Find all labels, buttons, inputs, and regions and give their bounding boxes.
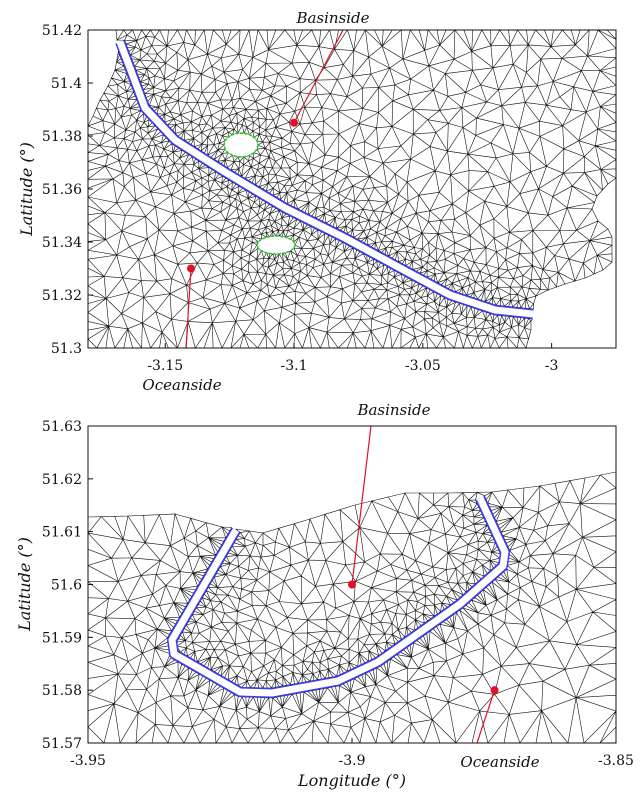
top-barrier-fill [116, 40, 534, 318]
top-oceanside-label: Oceanside [142, 376, 221, 394]
bottom-triangular-mesh [88, 471, 616, 743]
bottom-basinside-leader [351, 425, 372, 585]
bottom-basinside-label: Basinside [356, 401, 430, 419]
bottom-axis-ticks: 51.57 51.58 51.59 51.6 51.61 51.62 51.63 -3.95 -… [42, 419, 634, 769]
top-y-axis-label: Latitude (°) [17, 142, 36, 237]
bottom-y-axis-label: Latitude (°) [15, 537, 34, 632]
bottom-panel-marks [167, 425, 510, 744]
bottom-ytick-label: 51.59 [42, 630, 82, 646]
top-basinside-label: Basinside [295, 9, 369, 27]
top-island-north [223, 132, 259, 158]
top-ytick-label: 51.32 [42, 288, 82, 304]
top-mesh-edges [88, 30, 616, 348]
bottom-mesh-panel: 51.57 51.58 51.59 51.6 51.61 51.62 51.63 -3.95 -… [15, 401, 634, 790]
top-axis-ticks: 51.3 51.32 51.34 51.36 51.38 51.4 51.42 -3.15 -3… [42, 23, 559, 374]
bottom-ytick-label: 51.63 [42, 419, 82, 435]
top-ytick-label: 51.34 [42, 235, 82, 251]
top-ytick-label: 51.3 [51, 341, 82, 357]
bottom-oceanside-label: Oceanside [460, 753, 539, 771]
bottom-ytick-label: 51.58 [42, 683, 82, 699]
top-ytick-label: 51.42 [42, 23, 82, 39]
top-panel-marks [115, 29, 534, 349]
top-xtick-label: -3.15 [147, 358, 183, 374]
bottom-xtick-label: -3.95 [70, 753, 106, 769]
top-island-south [256, 235, 296, 255]
top-xtick-label: -3.05 [405, 358, 441, 374]
top-mesh-panel: 51.3 51.32 51.34 51.36 51.38 51.4 51.42 -3.15 -3… [17, 9, 617, 394]
bottom-ytick-label: 51.57 [42, 736, 82, 752]
top-oceanside-point [187, 264, 196, 273]
bottom-oceanside-point [490, 686, 499, 695]
bottom-ytick-label: 51.62 [42, 472, 82, 488]
bottom-basinside-point [348, 580, 356, 589]
bottom-oceanside-leader [476, 689, 496, 744]
bottom-xtick-label: -3.85 [598, 753, 634, 769]
bottom-x-axis-label: Longitude (°) [297, 771, 406, 790]
bottom-xtick-label: -3.9 [339, 753, 366, 769]
bottom-ytick-label: 51.6 [51, 578, 82, 594]
bottom-mesh-edges [88, 471, 616, 743]
top-oceanside-leader [185, 268, 192, 349]
top-xtick-label: -3 [545, 358, 559, 374]
bottom-barrier-fill [168, 496, 509, 697]
top-xtick-label: -3.1 [281, 358, 308, 374]
top-ytick-label: 51.4 [51, 76, 82, 92]
top-basinside-leader [293, 29, 344, 124]
bottom-ytick-label: 51.61 [42, 525, 82, 541]
top-basinside-point [290, 118, 299, 127]
top-triangular-mesh [88, 30, 616, 348]
top-ytick-label: 51.36 [42, 182, 82, 198]
top-ytick-label: 51.38 [42, 129, 82, 145]
